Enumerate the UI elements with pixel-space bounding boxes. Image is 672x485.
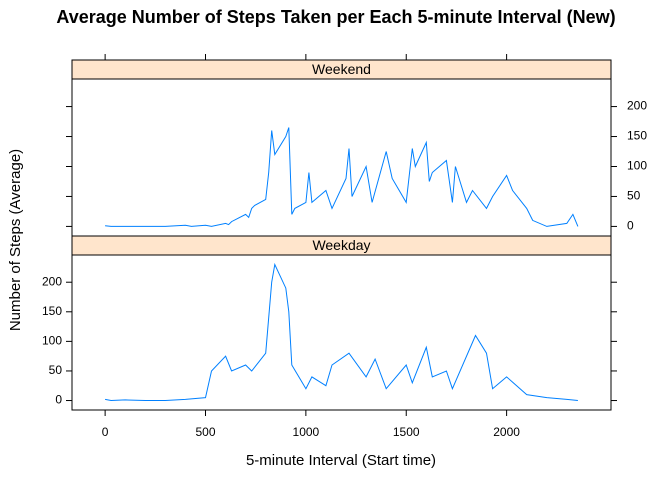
x-tick-label: 500 bbox=[195, 425, 215, 439]
y-tick-label: 0 bbox=[55, 393, 62, 407]
series-line bbox=[105, 127, 579, 227]
y-tick-label: 150 bbox=[627, 129, 647, 143]
panel-frame bbox=[71, 78, 612, 237]
y-tick-label: 100 bbox=[627, 159, 647, 173]
x-axis-label: 5-minute Interval (Start time) bbox=[246, 452, 436, 469]
y-tick-label: 100 bbox=[42, 334, 62, 348]
x-tick-label: 1000 bbox=[293, 425, 320, 439]
y-axis-label: Number of Steps (Average) bbox=[7, 149, 24, 331]
chart-title: Average Number of Steps Taken per Each 5… bbox=[56, 7, 615, 27]
x-tick-label: 0 bbox=[102, 425, 109, 439]
y-tick-label: 150 bbox=[42, 304, 62, 318]
y-tick-label: 200 bbox=[42, 274, 62, 288]
x-tick-label: 1500 bbox=[393, 425, 420, 439]
y-tick-label: 50 bbox=[49, 363, 63, 377]
y-tick-label: 0 bbox=[627, 219, 634, 233]
y-tick-label: 50 bbox=[627, 189, 641, 203]
strip-label: Weekday bbox=[312, 237, 370, 253]
panel-frame bbox=[71, 254, 612, 411]
series-line bbox=[105, 262, 578, 402]
y-tick-label: 200 bbox=[627, 99, 647, 113]
strip-label: Weekend bbox=[312, 61, 371, 77]
x-tick-label: 2000 bbox=[493, 425, 520, 439]
